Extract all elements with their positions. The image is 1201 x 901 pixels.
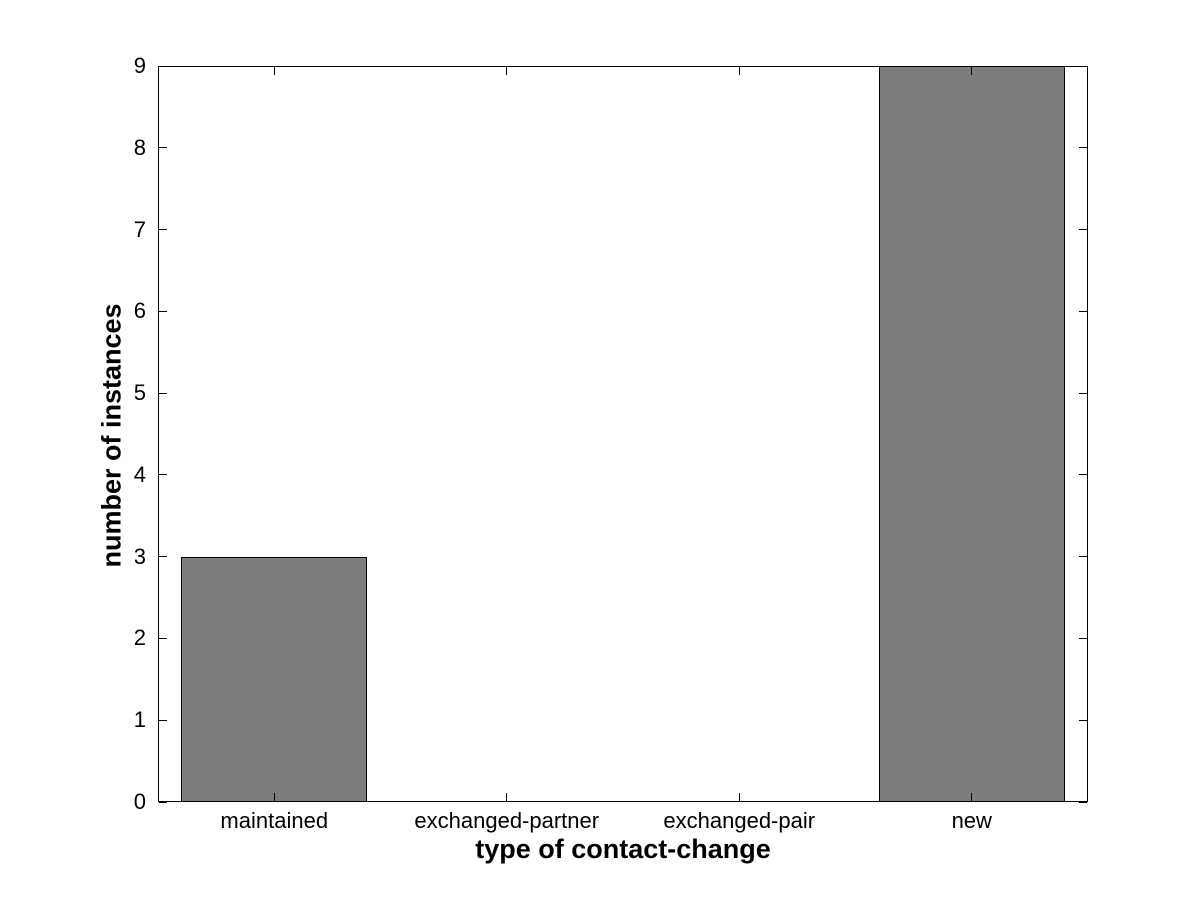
y-tick-label: 3 [133,543,146,569]
y-tick-left [159,801,167,803]
y-tick-right [1079,310,1087,312]
y-tick-left [159,719,167,721]
bar-maintained [181,556,368,802]
y-tick-right [1079,719,1087,721]
y-tick-left [159,637,167,639]
x-tick-bottom [273,793,275,801]
bar-new [878,66,1065,802]
y-tick-right [1079,474,1087,476]
x-tick-label: maintained [220,808,329,833]
x-tick-bottom [738,793,740,801]
y-tick-right [1079,556,1087,558]
y-tick-label: 9 [133,53,146,78]
y-tick-right [1079,392,1087,394]
x-tick-top [506,67,508,75]
y-tick-right [1079,147,1087,149]
y-tick-right [1079,637,1087,639]
y-tick-left [159,392,167,394]
x-tick-label: new [951,808,992,833]
x-tick-top [273,67,275,75]
y-tick-left [159,229,167,231]
x-tick-top [738,67,740,75]
x-tick-bottom [971,793,973,801]
y-tick-left [159,147,167,149]
x-tick-bottom [506,793,508,801]
y-tick-left [159,65,167,67]
y-tick-label: 1 [133,707,146,733]
y-tick-label: 0 [133,789,146,814]
x-axis-title: type of contact-change [475,834,771,864]
y-tick-label: 4 [133,461,146,487]
y-tick-left [159,474,167,476]
y-tick-right [1079,65,1087,67]
y-tick-left [159,556,167,558]
y-tick-label: 2 [133,625,146,651]
x-tick-label: exchanged-pair [663,808,816,833]
x-tick-label: exchanged-partner [414,808,600,833]
x-tick-top [971,67,973,75]
y-tick-right [1079,229,1087,231]
y-axis-title: number of instances [96,303,127,568]
y-tick-label: 5 [133,380,146,406]
y-tick-label: 8 [133,134,146,160]
y-tick-left [159,310,167,312]
y-tick-label: 6 [133,298,146,324]
y-tick-right [1079,801,1087,803]
y-tick-label: 7 [133,216,146,242]
